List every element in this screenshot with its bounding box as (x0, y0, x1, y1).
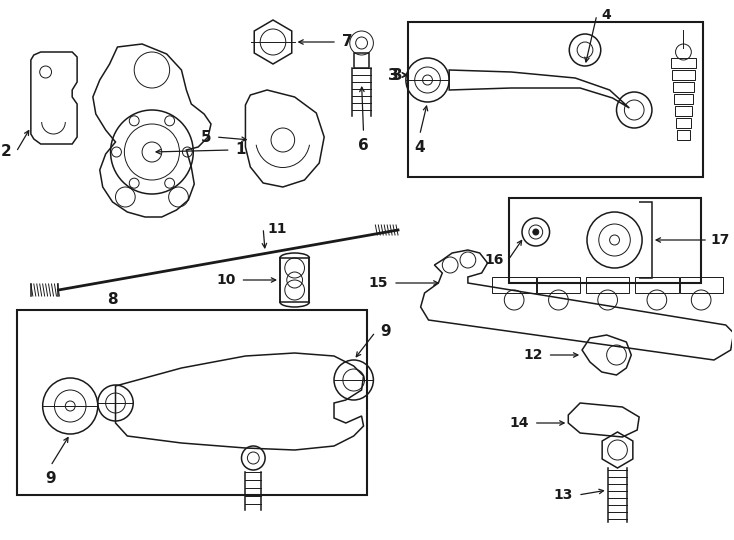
Text: 1: 1 (236, 143, 246, 158)
Text: 3: 3 (392, 68, 403, 83)
Bar (674, 94, 694, 104)
Text: 4: 4 (602, 8, 611, 22)
Bar (509, 198, 701, 283)
Bar (586, 277, 629, 293)
Bar (672, 82, 694, 92)
Text: 10: 10 (217, 273, 236, 287)
Bar (280, 258, 310, 302)
Bar (672, 70, 695, 80)
Text: 12: 12 (523, 348, 542, 362)
Text: 5: 5 (200, 130, 211, 145)
Text: 9: 9 (46, 471, 56, 486)
Bar (635, 277, 678, 293)
Text: 8: 8 (107, 293, 118, 307)
Text: 16: 16 (484, 253, 504, 267)
Text: 6: 6 (358, 138, 369, 153)
Text: 4: 4 (414, 140, 425, 155)
Text: 14: 14 (509, 416, 529, 430)
Bar (493, 277, 536, 293)
Text: 17: 17 (710, 233, 730, 247)
Text: 7: 7 (342, 35, 352, 50)
Bar (671, 58, 697, 68)
Text: 9: 9 (380, 325, 391, 340)
Bar (17, 310, 366, 495)
Bar (675, 118, 691, 128)
Circle shape (533, 229, 539, 235)
Bar (354, 53, 369, 68)
Text: 13: 13 (554, 488, 573, 502)
Bar (680, 277, 723, 293)
Text: 2: 2 (1, 145, 11, 159)
Text: 3: 3 (388, 68, 399, 83)
Bar (408, 22, 703, 177)
Bar (677, 130, 691, 140)
Bar (675, 106, 692, 116)
Text: 11: 11 (267, 222, 286, 236)
Text: 15: 15 (368, 276, 388, 290)
Bar (537, 277, 580, 293)
